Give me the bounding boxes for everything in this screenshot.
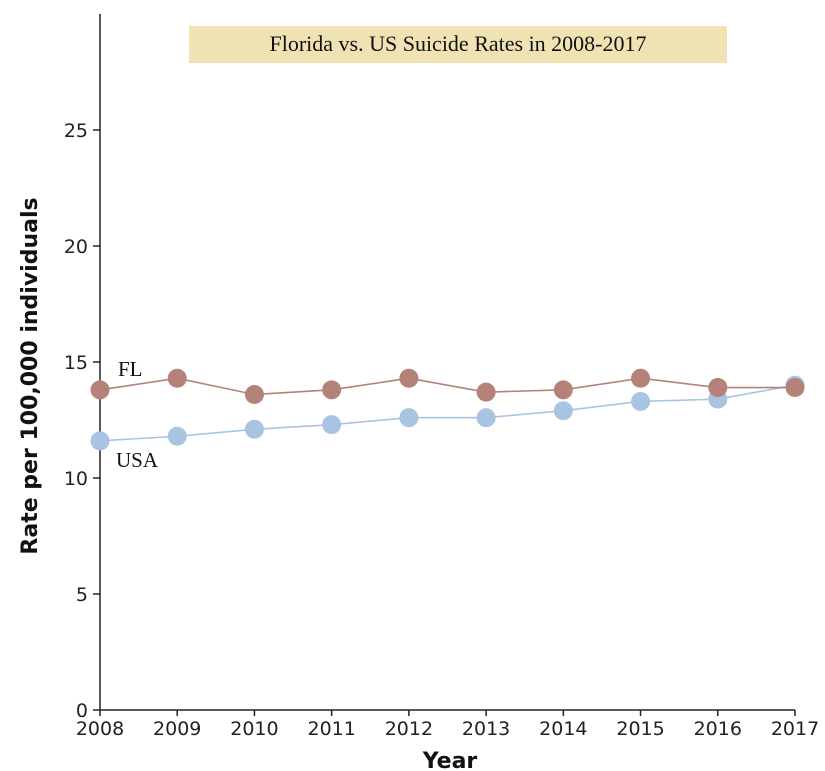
y-axis-title: Rate per 100,000 individuals bbox=[18, 197, 43, 554]
axes bbox=[99, 14, 795, 711]
y-tick-label: 20 bbox=[64, 236, 88, 258]
x-ticks: 2008 2009 2010 2011 2012 2013 2014 2015 2016 2017 bbox=[76, 710, 819, 740]
data-point-fl bbox=[244, 384, 264, 404]
data-point-usa bbox=[476, 408, 496, 428]
x-tick-label: 2010 bbox=[230, 718, 278, 740]
x-tick-label: 2015 bbox=[616, 718, 664, 740]
chart-title: Florida vs. US Suicide Rates in 2008-201… bbox=[269, 31, 646, 56]
data-point-usa bbox=[167, 426, 187, 446]
y-tick-label: 5 bbox=[76, 584, 88, 606]
data-point-fl bbox=[399, 368, 419, 388]
y-tick-label: 15 bbox=[64, 352, 88, 374]
data-point-usa bbox=[399, 408, 419, 428]
x-tick-label: 2009 bbox=[153, 718, 201, 740]
series-line-fl bbox=[99, 377, 795, 396]
x-tick-label: 2016 bbox=[694, 718, 742, 740]
data-point-fl bbox=[708, 378, 728, 398]
x-tick-label: 2017 bbox=[771, 718, 819, 740]
data-point-fl bbox=[167, 368, 187, 388]
data-point-usa bbox=[322, 415, 342, 435]
y-tick-label: 0 bbox=[76, 700, 88, 722]
data-point-fl bbox=[476, 382, 496, 402]
x-tick-label: 2008 bbox=[76, 718, 124, 740]
data-point-usa bbox=[90, 431, 110, 451]
x-tick-label: 2011 bbox=[307, 718, 355, 740]
y-tick-label: 25 bbox=[64, 120, 88, 142]
data-point-fl bbox=[785, 378, 805, 398]
series-label-fl: FL bbox=[118, 357, 143, 381]
data-point-usa bbox=[553, 401, 573, 421]
x-axis-title: Year bbox=[422, 749, 478, 771]
data-point-fl bbox=[322, 380, 342, 400]
y-ticks: 0 5 10 15 20 25 bbox=[64, 120, 100, 722]
data-point-fl bbox=[553, 380, 573, 400]
data-point-fl bbox=[631, 368, 651, 388]
series-label-usa: USA bbox=[116, 448, 159, 472]
data-point-usa bbox=[631, 391, 651, 411]
x-tick-label: 2014 bbox=[539, 718, 587, 740]
title-box bbox=[189, 26, 727, 63]
data-point-fl bbox=[90, 380, 110, 400]
data-point-usa bbox=[244, 419, 264, 439]
series-line-usa bbox=[99, 384, 796, 442]
y-tick-label: 10 bbox=[64, 468, 88, 490]
series-layer bbox=[90, 368, 805, 451]
x-tick-label: 2012 bbox=[385, 718, 433, 740]
x-tick-label: 2013 bbox=[462, 718, 510, 740]
